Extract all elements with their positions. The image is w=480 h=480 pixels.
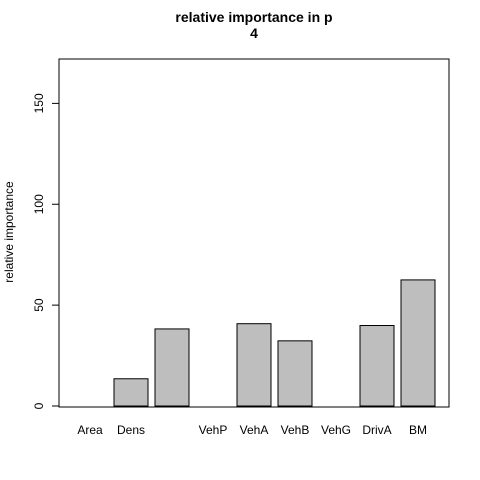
y-axis: 0 50 100 150	[32, 93, 60, 409]
x-tick-label: Area	[77, 423, 103, 437]
x-tick-label: VehB	[281, 423, 310, 437]
x-tick-label: BM	[409, 423, 427, 437]
x-tick-label: VehP	[199, 423, 228, 437]
y-tick-label: 0	[32, 402, 46, 409]
y-axis-label: relative importance	[2, 181, 16, 283]
x-tick-label: VehA	[240, 423, 269, 437]
bar-unlabeled-2	[154, 328, 190, 407]
bar-bm	[400, 279, 436, 407]
y-tick-label: 150	[32, 93, 46, 113]
bar-dens	[113, 378, 149, 407]
bars-group	[113, 279, 436, 407]
x-tick-label: Dens	[117, 423, 145, 437]
bar-vehb	[277, 340, 313, 407]
chart-subtitle: 4	[250, 25, 258, 41]
x-axis-labels: Area Dens VehP VehA VehB VehG DrivA BM	[77, 423, 427, 437]
x-tick-label: DrivA	[362, 423, 391, 437]
chart-title: relative importance in p	[175, 9, 332, 25]
bar-veha	[236, 323, 272, 407]
y-tick-label: 100	[32, 194, 46, 214]
bar-driva	[359, 325, 395, 407]
y-tick-label: 50	[32, 298, 46, 312]
x-tick-label: VehG	[321, 423, 351, 437]
